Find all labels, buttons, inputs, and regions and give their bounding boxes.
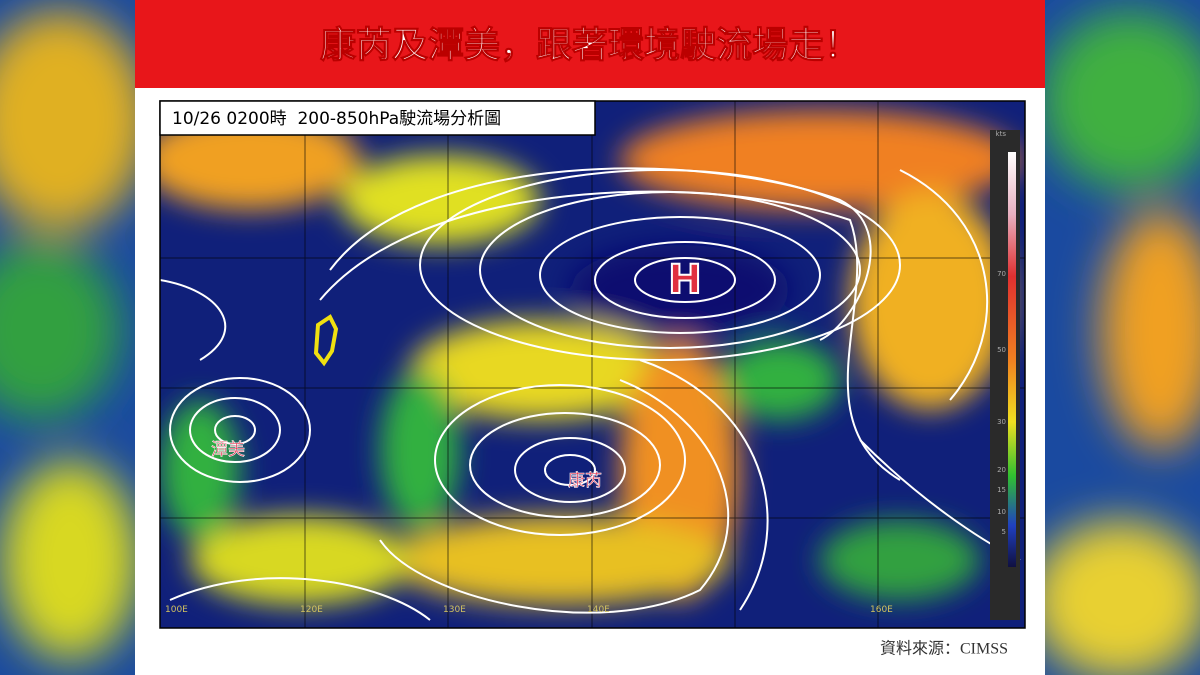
colorbar-tick: 10	[997, 508, 1006, 516]
colorbar-tick: 20	[997, 466, 1006, 474]
colorbar-tick: 5	[1002, 528, 1006, 536]
colorbar-labels: kts 70 50 30 20 15 10 5	[996, 130, 1007, 536]
header-band	[135, 0, 1045, 88]
storm-label: 康芮	[568, 471, 602, 491]
colorbar-tick: 15	[997, 486, 1006, 494]
header-title: 康芮及潭美，跟著環境駛流場走！	[320, 24, 860, 66]
map-caption: 10/26 0200時 200-850hPa駛流場分析圖	[172, 109, 501, 129]
longitude-label: 130E	[443, 605, 466, 615]
high-pressure-label: H	[668, 257, 701, 303]
colorbar-tick: 50	[997, 346, 1006, 354]
caption-box	[159, 100, 596, 136]
colorbar-unit: kts	[996, 130, 1007, 138]
longitude-label: 120E	[300, 605, 323, 615]
map: H 潭美 康芮 100E 120E 130E 140E 160E kts 70 …	[160, 101, 1025, 628]
colorbar-tick: 30	[997, 418, 1006, 426]
longitude-label: 140E	[587, 605, 610, 615]
storm-label: 潭美	[211, 440, 245, 460]
taiwan-outline	[313, 314, 339, 367]
source-credit: 資料來源：CIMSS	[880, 640, 1008, 658]
longitude-label: 160E	[870, 605, 893, 615]
longitude-label: 100E	[165, 605, 188, 615]
colorbar	[1008, 152, 1016, 567]
colorbar-tick: 70	[997, 270, 1006, 278]
streamlines	[160, 167, 1021, 621]
longitude-labels: 100E 120E 130E 140E 160E	[165, 605, 893, 615]
